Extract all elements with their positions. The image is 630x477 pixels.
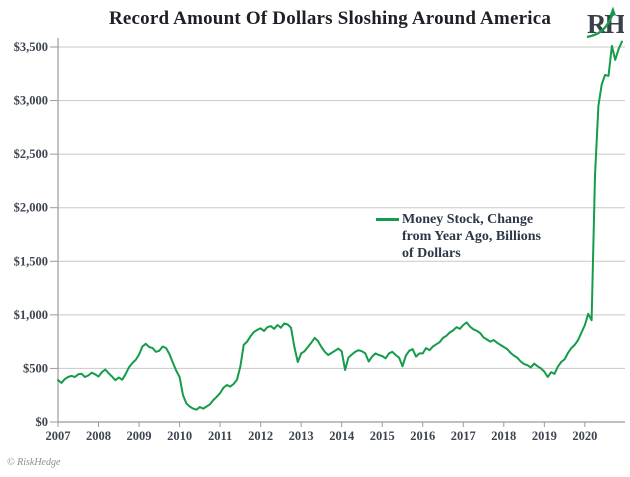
svg-text:$2,500: $2,500	[14, 147, 48, 161]
legend-label-line1: Money Stock, Change	[402, 212, 534, 227]
svg-text:2019: 2019	[532, 429, 557, 443]
svg-text:2014: 2014	[329, 429, 355, 443]
y-axis-labels: $0 $500 $1,000 $1,500 $2,000 $2,500 $3,000 $3,5…	[14, 40, 48, 429]
svg-text:2013: 2013	[289, 429, 314, 443]
svg-text:$0: $0	[36, 415, 49, 429]
svg-text:2008: 2008	[86, 429, 111, 443]
logo-arrow-icon	[586, 12, 615, 39]
logo-letters: RH	[587, 9, 624, 39]
legend-label-line3: of Dollars	[402, 246, 461, 261]
x-axis-labels: 2007 2008 2009 2010 2011 2012 2013 2014 2015 2016…	[46, 422, 597, 443]
svg-text:2020: 2020	[572, 429, 597, 443]
svg-text:2010: 2010	[167, 429, 192, 443]
money-stock-series-line	[57, 40, 623, 411]
page-title: Record Amount Of Dollars Sloshing Around…	[108, 8, 552, 29]
svg-text:2012: 2012	[248, 429, 273, 443]
legend-label: Money Stock, Change from Year Ago, Billi…	[402, 211, 541, 262]
svg-text:2009: 2009	[127, 429, 152, 443]
riskhedge-logo: RH	[586, 6, 624, 39]
svg-text:2007: 2007	[46, 429, 71, 443]
svg-text:$3,500: $3,500	[14, 40, 48, 54]
svg-text:2017: 2017	[451, 429, 476, 443]
gridlines	[50, 46, 625, 423]
line-chart: $0 $500 $1,000 $1,500 $2,000 $2,500 $3,000 $3,5…	[14, 38, 625, 443]
svg-text:$500: $500	[23, 361, 48, 375]
svg-text:$2,000: $2,000	[14, 201, 48, 215]
svg-text:2011: 2011	[208, 429, 232, 443]
svg-text:$1,000: $1,000	[14, 308, 48, 322]
logo-arrowhead-icon	[609, 6, 616, 16]
svg-text:$3,000: $3,000	[14, 94, 48, 108]
svg-text:$1,500: $1,500	[14, 254, 48, 268]
svg-text:2016: 2016	[410, 429, 435, 443]
svg-text:2018: 2018	[491, 429, 516, 443]
svg-text:2015: 2015	[370, 429, 395, 443]
chart-legend: Money Stock, Change from Year Ago, Billi…	[376, 211, 541, 262]
legend-line-swatch	[376, 218, 399, 221]
legend-label-line2: from Year Ago, Billions	[402, 229, 541, 244]
copyright-notice: © RiskHedge	[7, 457, 61, 468]
